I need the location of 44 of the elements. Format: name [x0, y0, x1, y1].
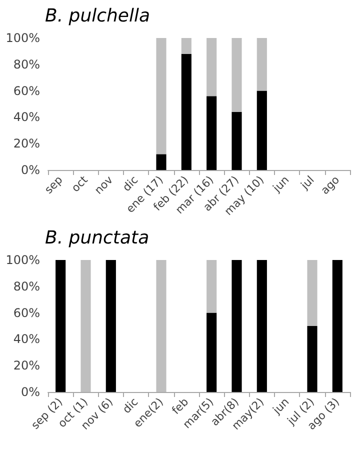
- y-tick-label: 40%: [13, 332, 40, 346]
- y-tick-label: 80%: [13, 279, 40, 294]
- x-tick-label: dic: [120, 395, 141, 416]
- y-tick-label: 0%: [20, 163, 40, 177]
- bar: [256, 260, 267, 392]
- bar: [232, 260, 242, 392]
- x-tick-label: ago: [318, 173, 342, 198]
- bar: [206, 312, 217, 392]
- y-tick-label: 60%: [13, 306, 40, 320]
- bar: [156, 154, 166, 170]
- bar: [232, 38, 242, 112]
- y-tick-label: 20%: [13, 358, 40, 373]
- bar: [156, 38, 166, 154]
- bar: [206, 96, 217, 170]
- bar: [332, 260, 342, 392]
- bar: [256, 38, 267, 91]
- bar: [56, 260, 66, 392]
- y-tick-label: 40%: [13, 110, 40, 124]
- y-tick-label: 20%: [13, 136, 40, 151]
- y-tick-label: 60%: [13, 84, 40, 98]
- y-tick-label: 0%: [20, 385, 40, 399]
- x-tick-label: dic: [120, 173, 141, 194]
- bar: [156, 260, 166, 392]
- y-tick-label: 80%: [13, 57, 40, 72]
- bar: [206, 38, 217, 96]
- bar: [307, 260, 318, 326]
- y-tick-label: 100%: [6, 253, 40, 267]
- x-tick-label: jun: [270, 173, 292, 196]
- bar: [232, 112, 242, 170]
- bar: [256, 90, 267, 170]
- x-tick-label: nov: [92, 173, 116, 197]
- x-tick-label: sep: [42, 173, 66, 196]
- x-tick-label: oct: [69, 172, 91, 195]
- x-tick-label: jun: [270, 395, 292, 418]
- x-tick-label: jul: [298, 173, 317, 193]
- chart-title: B. punctata: [45, 228, 150, 248]
- bar: [106, 260, 116, 392]
- bar: [80, 260, 91, 392]
- bar: [181, 54, 192, 170]
- chart-title: B. pulchella: [45, 6, 150, 26]
- bar: [206, 260, 217, 313]
- bar: [181, 38, 192, 54]
- bar: [307, 326, 318, 392]
- y-tick-label: 100%: [6, 31, 40, 45]
